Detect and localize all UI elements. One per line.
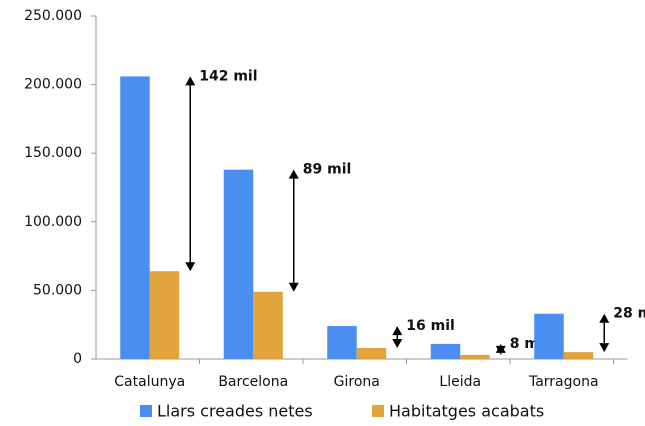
difference-arrow — [495, 343, 506, 355]
x-tick-label: Catalunya — [114, 374, 185, 390]
arrow-part — [392, 326, 403, 336]
bar — [356, 348, 387, 359]
arrow-part — [288, 282, 299, 292]
bar — [430, 343, 461, 359]
legend-swatch — [140, 405, 152, 417]
y-tick-label: 0 — [73, 351, 82, 367]
difference-arrow — [599, 313, 610, 353]
bar — [563, 352, 594, 359]
y-tick-label: 200.000 — [24, 77, 82, 93]
legend-swatch — [372, 405, 384, 417]
legend-label: Habitatges acabats — [389, 402, 544, 421]
arrow-part — [495, 345, 506, 355]
bar — [149, 271, 180, 359]
arrow-part — [185, 76, 196, 86]
y-tick-label: 50.000 — [33, 282, 82, 298]
legend-label: Llars creades netes — [157, 402, 313, 421]
bar — [223, 169, 254, 359]
x-tick-label: Lleida — [439, 374, 481, 390]
arrow-part — [392, 339, 403, 349]
annotation: 16 mil — [406, 318, 455, 334]
annotation: 89 mil — [303, 162, 352, 178]
x-tick-label: Girona — [334, 374, 380, 390]
bar — [534, 313, 564, 359]
arrow-part — [599, 343, 610, 353]
arrow-part — [288, 169, 299, 179]
bar — [460, 354, 490, 359]
x-tick-label: Barcelona — [218, 374, 288, 390]
bar — [327, 326, 357, 359]
difference-arrow — [288, 169, 299, 292]
bar — [253, 291, 283, 359]
difference-arrow — [185, 76, 196, 272]
y-tick-label: 100.000 — [24, 214, 82, 230]
bar — [120, 76, 150, 360]
arrow-part — [185, 262, 196, 272]
difference-arrow — [392, 326, 403, 349]
y-tick-label: 150.000 — [24, 145, 82, 161]
annotation: 142 mil — [199, 68, 257, 84]
y-tick-label: 250.000 — [24, 8, 82, 24]
x-tick-label: Tarragona — [528, 374, 599, 390]
arrow-part — [599, 313, 610, 323]
annotation: 28 mil — [613, 306, 645, 322]
